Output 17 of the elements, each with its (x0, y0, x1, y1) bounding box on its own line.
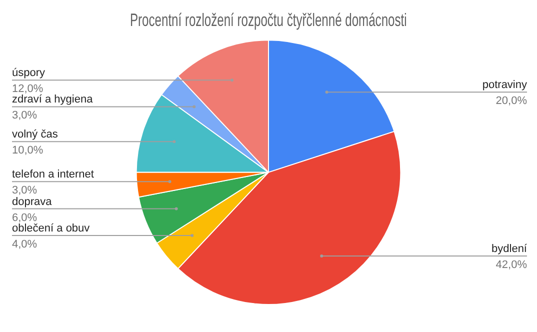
slice-label: zdraví a hygiena (12, 94, 94, 106)
slice-label: potraviny (482, 79, 528, 92)
slice-label: oblečení a obuv (12, 222, 90, 234)
chart-title: Procentní rozložení rozpočtu čtyřčlenné domácnosti (130, 10, 407, 30)
data-label: 4,0% (12, 238, 38, 250)
slice-label: úspory (12, 67, 46, 80)
data-label: 6,0% (12, 212, 38, 224)
data-label: 10,0% (12, 144, 44, 157)
slice-label: telefon a internet (12, 168, 94, 181)
slice-label: volný čas (12, 128, 58, 141)
data-label: 20,0% (496, 95, 528, 108)
data-label: 42,0% (496, 259, 528, 272)
slice-label: doprava (12, 196, 53, 208)
slice-label: bydlení (492, 243, 528, 256)
data-label: 12,0% (12, 83, 44, 96)
data-label: 3,0% (12, 184, 38, 197)
data-label: 3,0% (12, 110, 38, 122)
